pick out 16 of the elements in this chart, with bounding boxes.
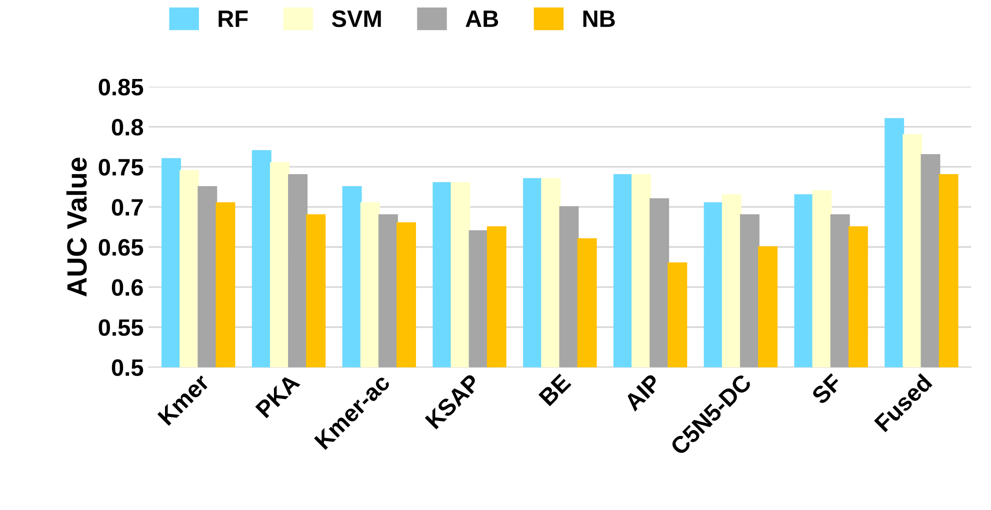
legend-label: SVM <box>332 10 381 28</box>
y-tick-label: 0.65 <box>98 239 144 256</box>
y-tick-label: 0.85 <box>98 78 144 96</box>
y-tick-label: 0.6 <box>112 279 143 296</box>
legend-label: AB <box>466 10 498 27</box>
y-tick-label: 0.8 <box>112 118 144 136</box>
legend-label: RF <box>218 10 248 27</box>
y-tick-label: 0.55 <box>98 319 144 336</box>
y-tick-label: 0.7 <box>112 198 143 216</box>
x-tick-label: SF <box>810 373 843 406</box>
legend-label: NB <box>583 10 615 27</box>
x-tick-label: BE <box>538 373 572 406</box>
x-tick-label: AIP <box>624 373 662 412</box>
y-tick-label: 0.75 <box>98 158 144 176</box>
y-tick-label: 0.5 <box>112 359 144 376</box>
y-axis-title: AUC Value <box>66 158 87 296</box>
